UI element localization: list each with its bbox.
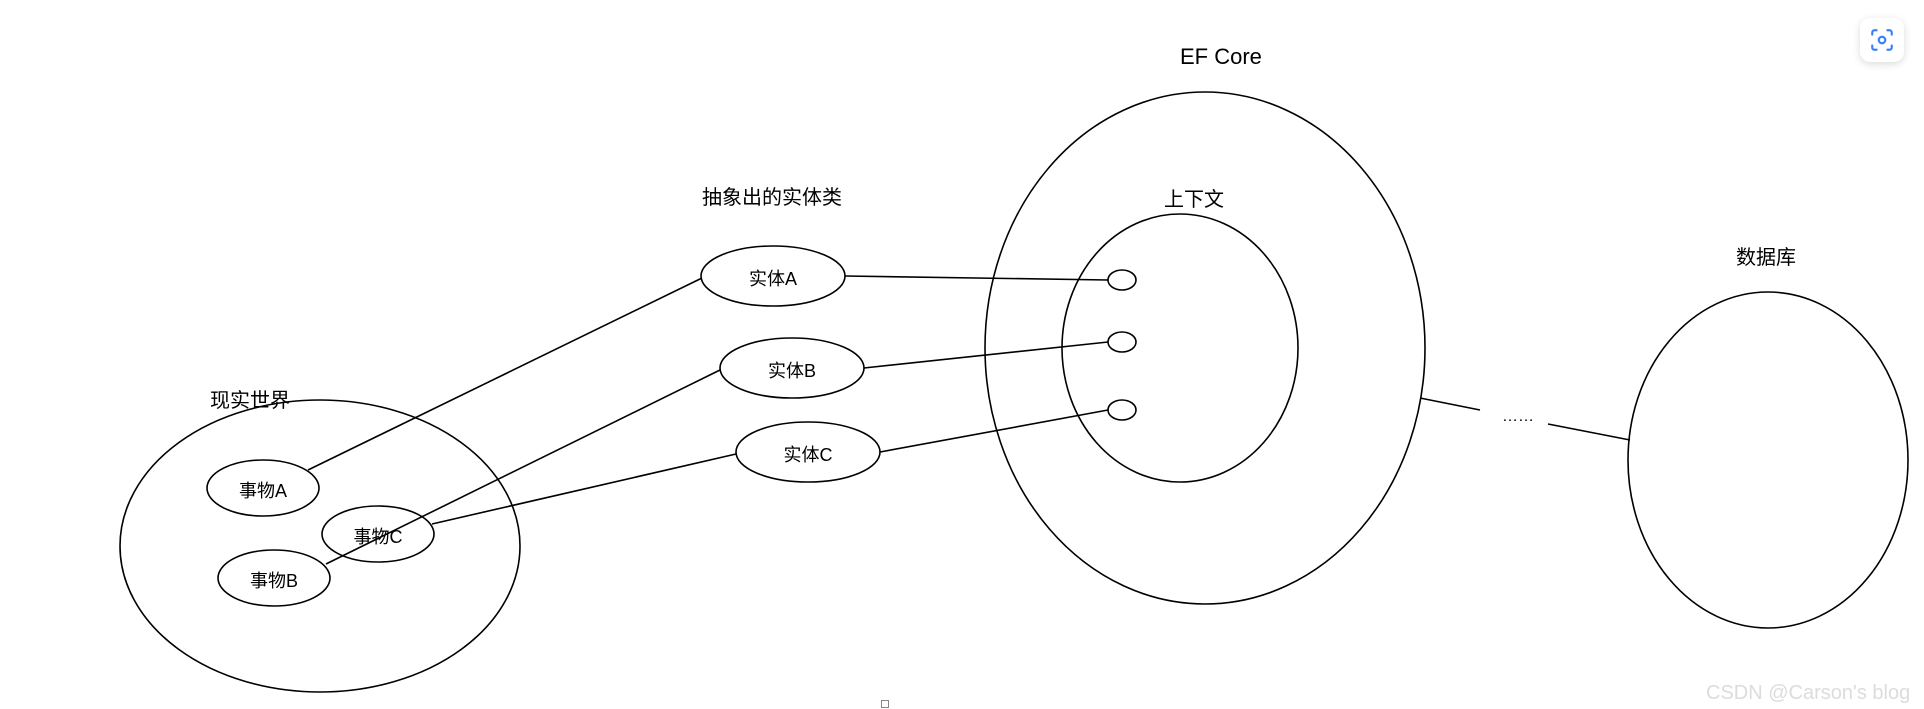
- context-title: 上下文: [1164, 183, 1224, 212]
- diagram-svg: [0, 0, 1924, 709]
- selection-handle[interactable]: [881, 700, 889, 708]
- edge-thingA-entityA: [308, 278, 702, 470]
- entities-title: 抽象出的实体类: [702, 181, 842, 210]
- ellipsis-label: ……: [1502, 408, 1534, 426]
- edge-entityC-dot2: [880, 410, 1108, 452]
- thing-thingA-label: 事物A: [163, 477, 363, 503]
- efcore-title: EF Core: [1180, 44, 1262, 70]
- scan-button[interactable]: [1860, 18, 1904, 62]
- thing-thingB-label: 事物B: [174, 567, 374, 593]
- context-dot-0: [1108, 270, 1136, 290]
- real-world-title: 现实世界: [210, 384, 290, 413]
- entity-entityA-label: 实体A: [673, 265, 873, 291]
- edge-entityA-dot0: [845, 276, 1108, 280]
- context-ellipse: [1062, 214, 1298, 482]
- thing-thingC-label: 事物C: [278, 523, 478, 549]
- database-title: 数据库: [1736, 241, 1796, 270]
- entity-entityB-label: 实体B: [692, 357, 892, 383]
- edge-efcore-database-2: [1548, 424, 1630, 440]
- watermark-text: CSDN @Carson's blog: [1706, 682, 1910, 705]
- scan-icon: [1869, 27, 1895, 53]
- entity-entityC-label: 实体C: [708, 441, 908, 467]
- context-dot-2: [1108, 400, 1136, 420]
- database-ellipse: [1628, 292, 1908, 628]
- context-dot-1: [1108, 332, 1136, 352]
- edge-efcore-database-1: [1420, 398, 1480, 410]
